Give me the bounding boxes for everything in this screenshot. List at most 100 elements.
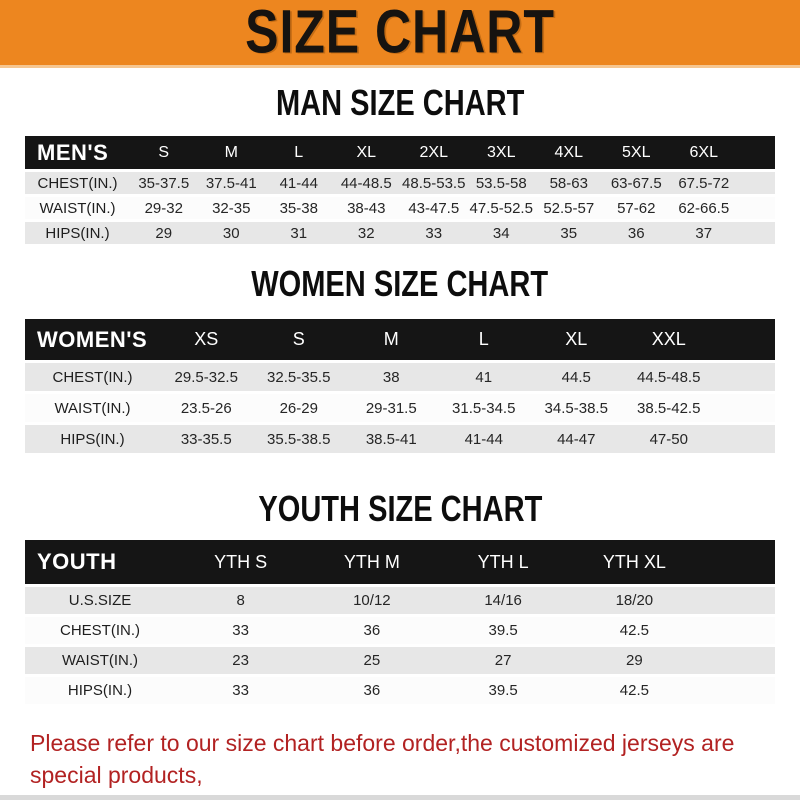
row-label: CHEST(IN.) [60, 622, 140, 639]
table-header-row: MEN'S S M L XL 2XL 3XL 4XL 5XL 6XL [25, 136, 775, 169]
row-spacer-cell [715, 425, 775, 453]
section-heading: MAN SIZE CHART [0, 84, 800, 120]
row-label: WAIST(IN.) [39, 199, 116, 217]
size-value-cell: 42.5 [619, 622, 649, 639]
row-label: HIPS(IN.) [67, 682, 133, 699]
measurement-row: WAIST(IN.) 29-32 32-35 35-38 38-43 43-47.5 47.… [25, 197, 775, 219]
measurement-row: HIPS(IN.) 33 36 39.5 42.5 [25, 677, 775, 704]
size-value-cell: 32.5-35.5 [267, 368, 331, 386]
table-group-label: YOUTH [25, 540, 175, 584]
size-column-header: XL [530, 319, 623, 360]
size-value-cell: 36 [363, 622, 381, 639]
size-value-cell: 38 [382, 368, 400, 386]
size-column-header: S [252, 319, 345, 360]
size-value-cell: 26-29 [279, 399, 318, 417]
youth-size-chart-table: YOUTH YTH S YTH M YTH L YTH XL U.S.SIZE 8 10/12… [25, 537, 775, 707]
bottom-edge-strip [0, 795, 800, 800]
size-value-cell: 52.5-57 [543, 199, 595, 217]
size-value-cell: 38-43 [347, 199, 386, 217]
row-spacer-cell [715, 363, 775, 391]
banner-title: SIZE CHART [245, 0, 555, 67]
women-size-chart-table: WOMEN'S XS S M L XL XXL CHEST(IN.) 29.5-32.5 32.5… [25, 316, 775, 456]
row-label: CHEST(IN.) [37, 174, 118, 192]
header-spacer-cell [737, 136, 775, 169]
size-value-cell: 29.5-32.5 [174, 368, 238, 386]
size-value-cell: 8 [236, 592, 245, 609]
measurement-row: U.S.SIZE 8 10/12 14/16 18/20 [25, 587, 775, 614]
size-value-cell: 44.5 [561, 368, 591, 386]
size-value-cell: 41-44 [464, 430, 503, 448]
size-value-cell: 35.5-38.5 [267, 430, 331, 448]
measurement-row: CHEST(IN.) 29.5-32.5 32.5-35.5 38 41 44.5 44.5… [25, 363, 775, 391]
size-value-cell: 44-48.5 [340, 174, 392, 192]
section-heading: WOMEN SIZE CHART [0, 263, 800, 304]
size-value-cell: 33-35.5 [180, 430, 232, 448]
size-value-cell: 39.5 [488, 682, 518, 699]
size-value-cell: 18/20 [615, 592, 654, 609]
size-column-header: 3XL [467, 136, 535, 169]
size-value-cell: 29 [155, 224, 173, 242]
size-value-cell: 34.5-38.5 [544, 399, 608, 417]
table-group-label: WOMEN'S [25, 319, 160, 360]
measurement-row: HIPS(IN.) 29 30 31 32 33 34 35 36 37 [25, 222, 775, 244]
row-label: HIPS(IN.) [60, 430, 125, 448]
header-spacer-cell [700, 540, 775, 584]
size-value-cell: 41-44 [279, 174, 318, 192]
size-value-cell: 34 [492, 224, 510, 242]
size-value-cell: 25 [363, 652, 381, 669]
size-value-cell: 39.5 [488, 622, 518, 639]
size-value-cell: 33 [232, 682, 249, 699]
size-value-cell: 29-31.5 [365, 399, 417, 417]
size-column-header: S [130, 136, 198, 169]
row-spacer-cell [700, 617, 775, 644]
section-heading-text: YOUTH SIZE CHART [258, 488, 542, 529]
measurement-row: WAIST(IN.) 23 25 27 29 [25, 647, 775, 674]
size-column-header: YTH XL [568, 540, 700, 584]
size-value-cell: 37.5-41 [205, 174, 257, 192]
size-value-cell: 23 [232, 652, 249, 669]
size-column-header: 5XL [602, 136, 670, 169]
size-value-cell: 53.5-58 [475, 174, 527, 192]
row-spacer-cell [738, 172, 776, 194]
size-value-cell: 58-63 [549, 174, 588, 192]
size-column-header: L [437, 319, 530, 360]
size-value-cell: 48.5-53.5 [402, 174, 466, 192]
size-value-cell: 35-38 [279, 199, 318, 217]
header-spacer-cell [715, 319, 775, 360]
table-group-label: MEN'S [25, 136, 130, 169]
banner: SIZE CHART [0, 0, 800, 68]
size-value-cell: 31 [290, 224, 308, 242]
footer-note: Please refer to our size chart before or… [0, 727, 800, 800]
size-value-cell: 44-47 [557, 430, 596, 448]
size-value-cell: 29 [626, 652, 643, 669]
measurement-row: WAIST(IN.) 23.5-26 26-29 29-31.5 31.5-34.5 34… [25, 394, 775, 422]
row-spacer-cell [738, 197, 776, 219]
size-value-cell: 35-37.5 [138, 174, 190, 192]
measurement-row: CHEST(IN.) 33 36 39.5 42.5 [25, 617, 775, 644]
size-value-cell: 36 [363, 682, 381, 699]
size-column-header: XS [160, 319, 253, 360]
size-value-cell: 38.5-42.5 [637, 399, 701, 417]
table-header-row: WOMEN'S XS S M L XL XXL [25, 319, 775, 360]
row-label: CHEST(IN.) [52, 368, 133, 386]
size-column-header: M [345, 319, 438, 360]
size-value-cell: 42.5 [619, 682, 649, 699]
size-value-cell: 43-47.5 [408, 199, 460, 217]
measurement-row: HIPS(IN.) 33-35.5 35.5-38.5 38.5-41 41-44 44-… [25, 425, 775, 453]
section-heading-text: WOMEN SIZE CHART [251, 263, 549, 304]
size-value-cell: 33 [425, 224, 443, 242]
row-label: HIPS(IN.) [45, 224, 110, 242]
size-value-cell: 38.5-41 [365, 430, 417, 448]
row-spacer-cell [700, 647, 775, 674]
size-value-cell: 41 [475, 368, 493, 386]
size-value-cell: 31.5-34.5 [452, 399, 516, 417]
size-value-cell: 35 [560, 224, 578, 242]
size-value-cell: 32 [357, 224, 375, 242]
footer-note-line-1: Please refer to our size chart before or… [30, 730, 735, 788]
size-column-header: YTH S [175, 540, 307, 584]
size-value-cell: 33 [232, 622, 249, 639]
size-column-header: YTH M [306, 540, 438, 584]
size-column-header: 2XL [400, 136, 468, 169]
size-value-cell: 10/12 [353, 592, 391, 609]
